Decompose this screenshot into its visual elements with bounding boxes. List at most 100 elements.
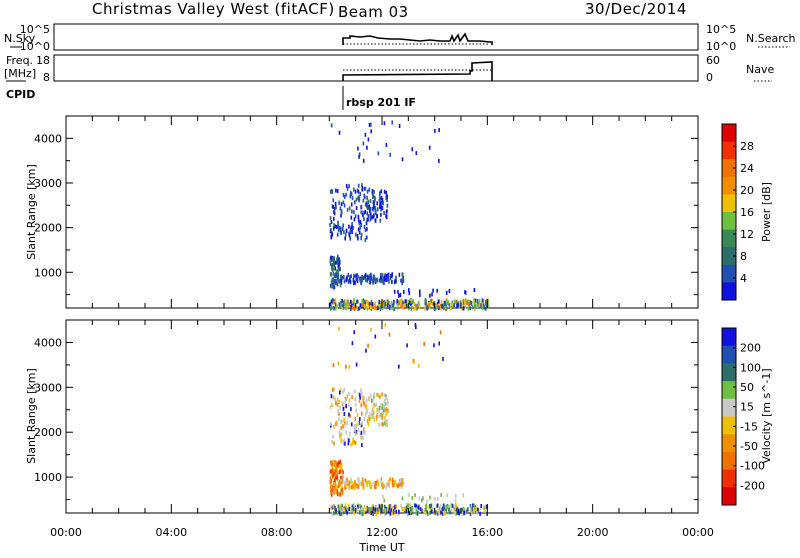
power-echo-cell (464, 304, 467, 309)
power-echo-cell (411, 147, 414, 152)
velocity-echo-cell (405, 509, 408, 514)
power-echo-cell (359, 225, 361, 230)
velocity-colorbar-tick-label: -50 (740, 440, 758, 453)
velocity-echo-cell (334, 459, 336, 464)
velocity-echo-cell (366, 419, 369, 424)
velocity-echo-cell (341, 488, 344, 493)
velocity-echo-cell (336, 421, 338, 426)
velocity-echo-cell (380, 422, 382, 427)
velocity-echo-cell (472, 503, 474, 508)
velocity-echo-cell (365, 506, 368, 511)
power-echo-cell (416, 306, 418, 311)
power-echo-cell (353, 301, 355, 306)
velocity-echo-cell (413, 359, 415, 364)
velocity-echo-cell (353, 440, 356, 445)
velocity-echo-cell (359, 396, 361, 400)
power-echo-cell (337, 228, 340, 233)
power-echo-cell (445, 305, 448, 310)
time-xlabel: Time UT (358, 541, 404, 554)
velocity-echo-cell (387, 408, 389, 413)
power-echo-cell (365, 235, 368, 240)
velocity-echo-cell (372, 506, 375, 511)
velocity-echo-cell (423, 342, 425, 346)
velocity-echo-cell (359, 417, 361, 422)
power-echo-cell (398, 301, 401, 306)
velocity-echo-cell (403, 509, 406, 514)
power-echo-cell (436, 304, 439, 309)
velocity-echo-cell (388, 504, 390, 509)
power-echo-cell (364, 228, 367, 233)
velocity-ytick-label: 4000 (34, 336, 62, 349)
velocity-echo-cell (380, 503, 383, 508)
velocity-echo-cell (395, 504, 398, 509)
velocity-echo-cell (446, 493, 448, 498)
power-echo-cell (350, 192, 353, 197)
power-echo-cell (384, 301, 387, 306)
velocity-echo-cell (334, 484, 336, 489)
power-echo-cell (365, 221, 368, 226)
velocity-echo-cell (462, 493, 464, 498)
power-echo-cell (379, 197, 381, 201)
power-echo-cell (380, 201, 382, 206)
power-echo-cell (387, 277, 390, 282)
power-echo-cell (369, 215, 372, 220)
velocity-echo-cell (357, 483, 360, 488)
power-echo-cell (340, 202, 343, 207)
velocity-echo-cell (384, 408, 386, 412)
velocity-echo-cell (461, 511, 464, 516)
power-echo-cell (349, 230, 352, 234)
velocity-echo-cell (401, 480, 404, 485)
power-echo-cell (370, 300, 373, 305)
power-echo-cell (377, 306, 379, 311)
velocity-echo-cell (407, 503, 409, 508)
velocity-echo-cell (370, 484, 372, 489)
power-echo-cell (370, 272, 372, 277)
velocity-echo-cell (340, 426, 343, 431)
power-echo-cell (354, 280, 357, 285)
power-echo-cell (347, 300, 350, 305)
power-echo-cell (346, 207, 349, 212)
nsky-trace (342, 32, 493, 45)
velocity-echo-cell (392, 510, 395, 515)
velocity-echo-cell (331, 474, 334, 479)
velocity-echo-cell (330, 479, 333, 484)
velocity-echo-cell (372, 398, 374, 403)
velocity-echo-cell (335, 475, 337, 480)
velocity-echo-cell (348, 398, 351, 403)
power-echo-cell (400, 300, 402, 305)
velocity-echo-cell (454, 510, 456, 515)
velocity-echo-cell (486, 511, 488, 516)
velocity-echo-cell (400, 503, 402, 508)
power-ytick-label: 2000 (34, 222, 62, 235)
power-echo-cell (351, 230, 353, 234)
power-echo-cell (358, 195, 360, 200)
velocity-echo-cell (374, 485, 376, 489)
velocity-echo-cell (395, 509, 397, 514)
power-echo-cell (424, 306, 426, 311)
velocity-echo-cell (448, 504, 451, 509)
velocity-echo-cell (364, 509, 367, 514)
power-echo-cell (380, 204, 382, 209)
nsky-tick-top: 10^5 (20, 23, 50, 36)
velocity-echo-cell (357, 428, 360, 432)
power-echo-cell (383, 121, 386, 126)
power-echo-cell (474, 306, 476, 311)
velocity-echo-cell (351, 485, 353, 490)
power-echo-cell (357, 218, 360, 223)
power-colorbar-segment (722, 247, 736, 266)
velocity-echo-cell (361, 506, 363, 511)
velocity-echo-cell (372, 512, 374, 517)
velocity-echo-cell (378, 509, 380, 514)
power-echo-cell (339, 206, 342, 211)
velocity-echo-cell (383, 408, 385, 413)
power-echo-cell (353, 274, 355, 279)
power-echo-cell (406, 299, 408, 304)
power-echo-cell (357, 189, 360, 194)
power-echo-cell (410, 306, 413, 311)
nsearch-tick-bottom: 10^0 (706, 40, 736, 53)
power-echo-cell (341, 227, 344, 231)
velocity-echo-cell (340, 419, 342, 424)
velocity-echo-cell (335, 401, 337, 406)
velocity-echo-cell (439, 330, 442, 335)
velocity-echo-cell (347, 402, 350, 407)
